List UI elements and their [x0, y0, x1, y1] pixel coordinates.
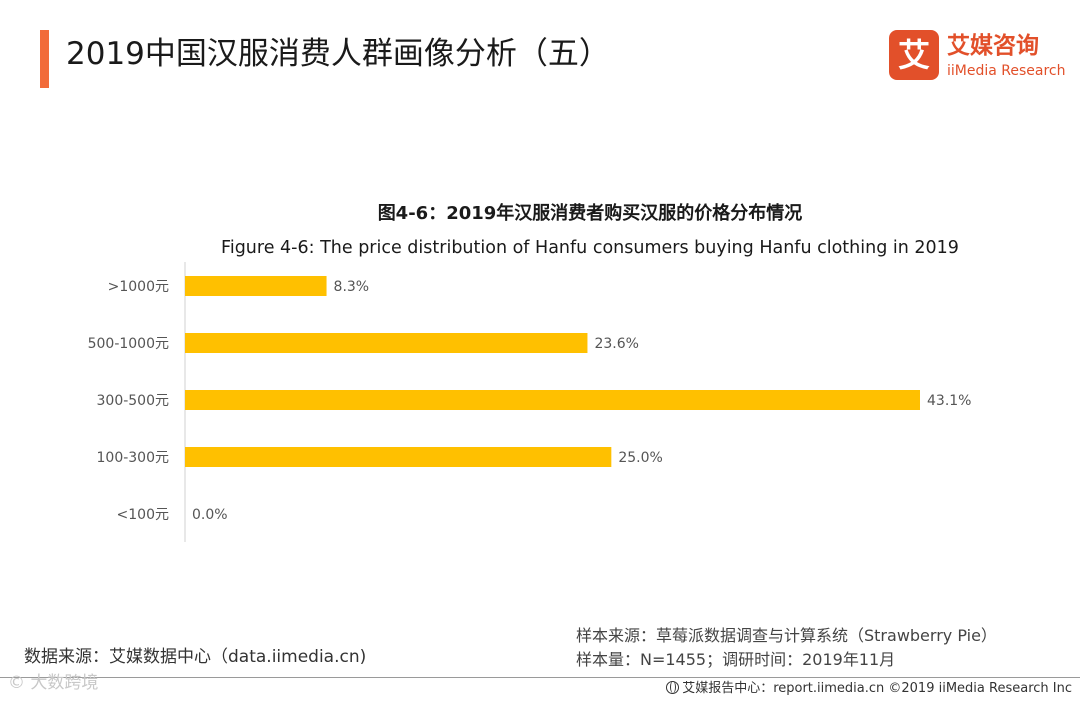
- report-center-text: 艾媒报告中心：report.iimedia.cn ©2019 iiMedia R…: [682, 681, 1072, 696]
- logo-cn-text: 艾媒咨询: [947, 33, 1039, 59]
- page-title: 2019中国汉服消费人群画像分析（五）: [66, 36, 610, 72]
- bar: [185, 390, 920, 410]
- value-label: 43.1%: [927, 393, 971, 409]
- value-label: 0.0%: [192, 507, 228, 523]
- watermark: © 大数跨境: [8, 673, 99, 693]
- category-label: >1000元: [108, 279, 169, 295]
- category-label: 500-1000元: [88, 336, 169, 352]
- bar: [185, 333, 588, 353]
- iimedia-logo: 艾 艾媒咨询 iiMedia Research: [889, 30, 1069, 84]
- data-source: 数据来源：艾媒数据中心（data.iimedia.cn): [24, 647, 367, 667]
- category-label: <100元: [117, 507, 169, 523]
- chart-subtitle: Figure 4-6: The price distribution of Ha…: [221, 238, 959, 258]
- value-label: 25.0%: [618, 450, 662, 466]
- value-label: 8.3%: [334, 279, 370, 295]
- footer-divider: [0, 677, 1080, 678]
- chart-title: 图4-6：2019年汉服消费者购买汉服的价格分布情况: [377, 203, 803, 224]
- report-center-link[interactable]: 艾媒报告中心：report.iimedia.cn ©2019 iiMedia R…: [666, 680, 1072, 698]
- sample-source: 样本来源：草莓派数据调查与计算系统（Strawberry Pie）: [576, 626, 997, 645]
- value-label: 23.6%: [594, 336, 638, 352]
- title-accent-bar: [40, 30, 49, 88]
- globe-icon: [666, 681, 680, 694]
- logo-mark-icon: 艾: [889, 30, 939, 80]
- category-label: 100-300元: [97, 450, 170, 466]
- category-label: 300-500元: [97, 393, 170, 409]
- bar: [185, 276, 327, 296]
- logo-en-text: iiMedia Research: [947, 63, 1066, 79]
- sample-size: 样本量：N=1455；调研时间：2019年11月: [576, 650, 896, 669]
- bar: [185, 447, 612, 467]
